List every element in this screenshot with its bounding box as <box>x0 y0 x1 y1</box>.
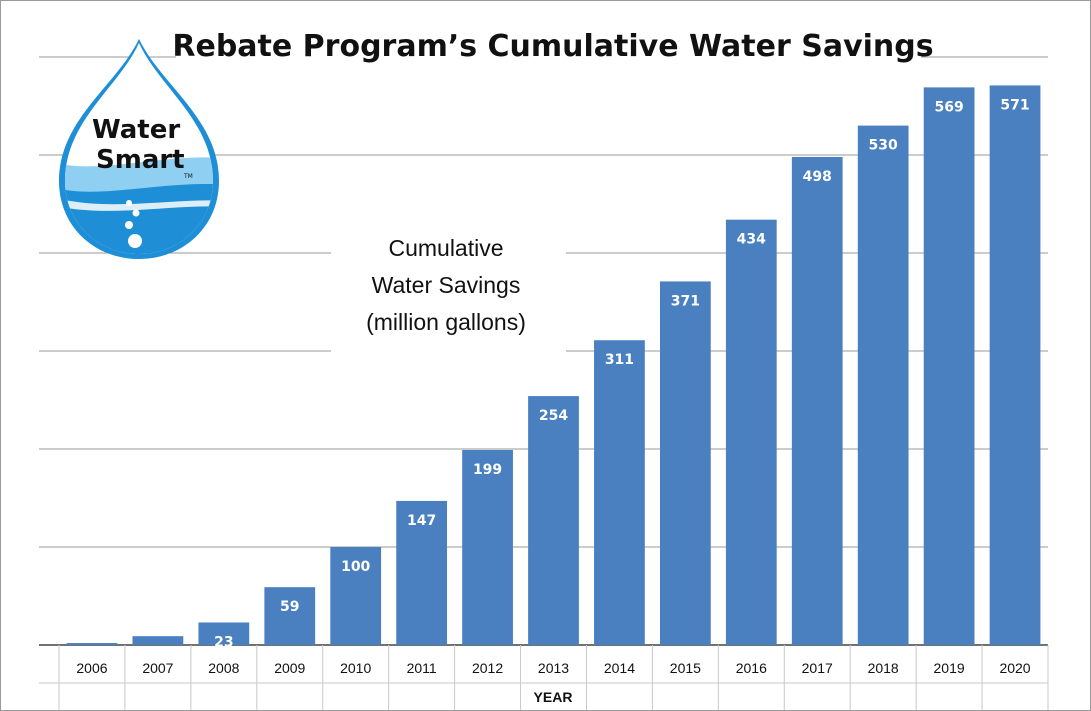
data-label: 147 <box>407 513 436 529</box>
data-label: 434 <box>737 232 766 248</box>
x-tick-label: 2020 <box>999 660 1030 676</box>
data-label: 530 <box>869 138 898 154</box>
bar <box>594 340 645 645</box>
bar <box>528 396 579 645</box>
data-label: 569 <box>934 99 963 115</box>
x-axis-label: YEAR <box>534 689 573 705</box>
logo-trademark: TM <box>183 173 193 180</box>
x-axis-table <box>39 645 1049 710</box>
chart-title: Rebate Program’s Cumulative Water Saving… <box>172 29 933 64</box>
bar <box>396 500 448 645</box>
data-label: 498 <box>803 169 832 185</box>
x-tick-label: 2015 <box>670 660 701 676</box>
bar <box>264 587 316 645</box>
data-label: 311 <box>605 352 634 368</box>
data-label: 59 <box>280 599 299 615</box>
logo-text-smart: Smart <box>96 145 185 175</box>
bars <box>66 85 1041 646</box>
bar <box>989 85 1041 646</box>
data-label: 100 <box>341 559 370 575</box>
x-tick-label: 2018 <box>868 660 899 676</box>
x-tick-label: 2006 <box>76 660 107 676</box>
ylabel-line-2: Water Savings <box>372 272 521 298</box>
x-tick-label: 2009 <box>274 660 305 676</box>
logo-text-water: Water <box>92 115 180 145</box>
bar <box>659 281 711 645</box>
data-label: 23 <box>214 634 233 650</box>
bar <box>857 125 909 646</box>
x-tick-label: 2014 <box>604 660 635 676</box>
ylabel-line-1: Cumulative <box>388 235 503 261</box>
x-tick-label: 2011 <box>407 660 437 676</box>
x-tick-labels: 2006 2007 2008 2009 2010 2011 2012 2013 2014 2015… <box>76 660 1030 676</box>
bar <box>791 156 843 645</box>
x-tick-label: 2019 <box>934 660 965 676</box>
bar <box>330 547 382 645</box>
bar <box>132 636 184 645</box>
x-tick-label: 2012 <box>472 660 503 676</box>
x-tick-label: 2017 <box>802 660 833 676</box>
bubble-icon <box>132 209 140 217</box>
x-tick-label: 2013 <box>538 660 569 676</box>
bubble-icon <box>126 200 132 206</box>
bar <box>462 449 513 645</box>
bar <box>725 219 777 645</box>
ylabel-background <box>331 223 566 353</box>
water-smart-logo: Water Smart TM <box>59 39 219 259</box>
title-background <box>176 25 921 65</box>
data-label: 254 <box>539 408 568 424</box>
bar <box>923 87 975 645</box>
bar <box>198 622 250 645</box>
data-labels: 23 59 100 147 199 254 311 371 434 498 530 569 571 <box>214 97 1030 650</box>
x-tick-label: 2010 <box>340 660 371 676</box>
data-label: 571 <box>1000 97 1029 113</box>
x-tick-label: 2007 <box>142 660 173 676</box>
ylabel-line-3: (million gallons) <box>366 309 526 335</box>
x-tick-label: 2008 <box>208 660 239 676</box>
bubble-icon <box>125 221 133 229</box>
bubble-icon <box>128 234 142 248</box>
bar <box>66 643 118 645</box>
data-label: 371 <box>671 293 700 309</box>
x-tick-label: 2016 <box>736 660 767 676</box>
data-label: 199 <box>473 462 502 478</box>
